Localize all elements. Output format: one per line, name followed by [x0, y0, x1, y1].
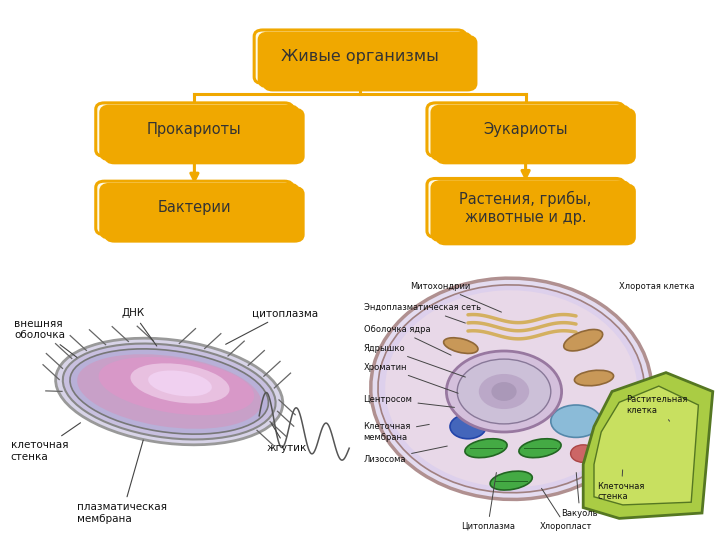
Ellipse shape: [130, 363, 230, 403]
Polygon shape: [594, 386, 698, 505]
Text: Клеточная
стенка: Клеточная стенка: [598, 470, 645, 501]
Ellipse shape: [378, 285, 644, 492]
FancyBboxPatch shape: [101, 106, 298, 160]
Text: Хлоропласт: Хлоропласт: [540, 488, 593, 531]
Ellipse shape: [446, 351, 562, 432]
Ellipse shape: [491, 382, 517, 401]
Text: плазматическая
мембрана: плазматическая мембрана: [78, 440, 167, 524]
Text: Клеточная
мембрана: Клеточная мембрана: [364, 422, 429, 442]
Text: Митохондрии: Митохондрии: [410, 282, 501, 312]
Text: Оболочка ядра: Оболочка ядра: [364, 325, 451, 355]
Ellipse shape: [148, 370, 212, 396]
Text: внешняя
оболочка: внешняя оболочка: [14, 319, 77, 357]
Ellipse shape: [570, 445, 596, 462]
Text: Хроматин: Хроматин: [364, 363, 458, 393]
Text: Прокариоты: Прокариоты: [147, 122, 242, 137]
FancyBboxPatch shape: [96, 103, 293, 157]
FancyBboxPatch shape: [432, 106, 629, 160]
Text: Хлоротая клетка: Хлоротая клетка: [619, 282, 695, 291]
Ellipse shape: [77, 354, 261, 429]
Text: цитоплазма: цитоплазма: [225, 308, 318, 345]
Ellipse shape: [519, 438, 561, 458]
Text: Вакуоль: Вакуоль: [562, 472, 598, 517]
Ellipse shape: [70, 349, 269, 434]
Text: Лизосома: Лизосома: [364, 446, 447, 463]
Ellipse shape: [479, 374, 529, 409]
Ellipse shape: [564, 329, 603, 351]
Text: ДНК: ДНК: [122, 308, 157, 346]
Text: Цитоплазма: Цитоплазма: [461, 472, 515, 531]
Ellipse shape: [444, 338, 478, 354]
FancyBboxPatch shape: [427, 178, 624, 238]
FancyBboxPatch shape: [101, 185, 298, 238]
Ellipse shape: [385, 291, 637, 487]
Ellipse shape: [457, 359, 551, 424]
FancyBboxPatch shape: [106, 188, 303, 241]
Text: клеточная
стенка: клеточная стенка: [11, 423, 81, 462]
FancyBboxPatch shape: [264, 36, 476, 90]
Text: Бактерии: Бактерии: [158, 200, 231, 215]
FancyBboxPatch shape: [106, 109, 303, 163]
Text: Центросом: Центросом: [364, 395, 454, 407]
Text: Эукариоты: Эукариоты: [483, 122, 568, 137]
FancyBboxPatch shape: [432, 181, 629, 241]
FancyBboxPatch shape: [96, 181, 293, 234]
Text: Эндоплазматическая сеть: Эндоплазматическая сеть: [364, 303, 481, 323]
Text: Живые организмы: Живые организмы: [281, 49, 439, 64]
Ellipse shape: [465, 438, 507, 458]
Ellipse shape: [63, 343, 276, 440]
Ellipse shape: [490, 471, 532, 490]
Text: жгутик: жгутик: [266, 423, 307, 453]
FancyBboxPatch shape: [254, 30, 466, 83]
Ellipse shape: [551, 405, 601, 437]
FancyBboxPatch shape: [437, 185, 634, 244]
Ellipse shape: [99, 357, 254, 415]
FancyBboxPatch shape: [437, 109, 634, 163]
Ellipse shape: [55, 338, 283, 445]
FancyBboxPatch shape: [259, 33, 471, 86]
Text: Растения, грибы,
животные и др.: Растения, грибы, животные и др.: [459, 191, 592, 225]
Text: Растительная
клетка: Растительная клетка: [626, 395, 688, 421]
Ellipse shape: [575, 370, 613, 386]
Ellipse shape: [371, 278, 652, 500]
Text: Ядрышко: Ядрышко: [364, 344, 465, 377]
Polygon shape: [583, 373, 713, 518]
Ellipse shape: [450, 415, 486, 438]
FancyBboxPatch shape: [427, 103, 624, 157]
